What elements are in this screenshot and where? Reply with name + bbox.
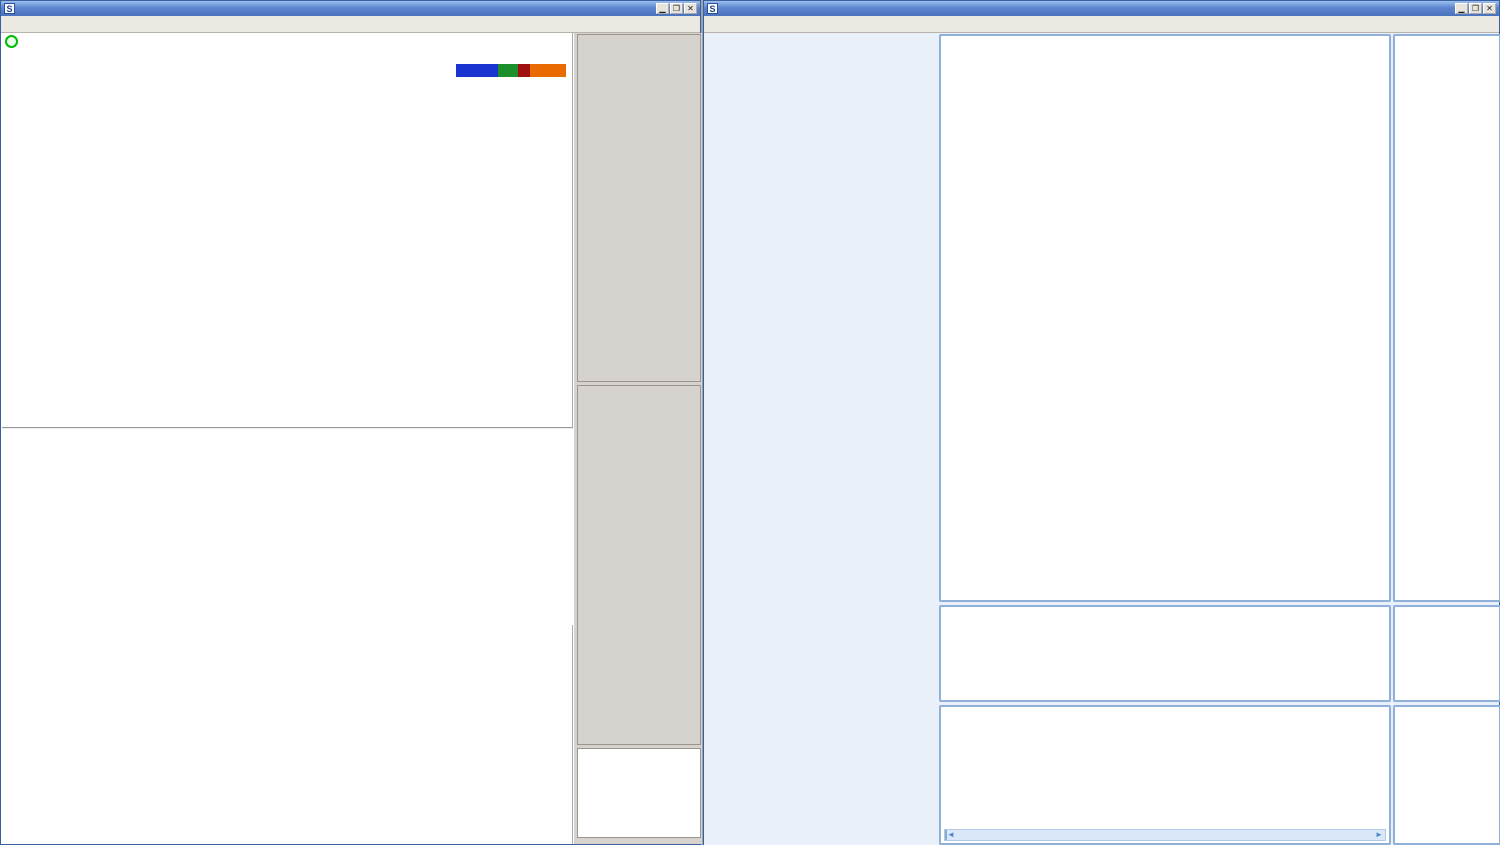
close-button[interactable]: ✕ [684, 3, 697, 14]
sview-window: S ▁ ❐ ✕ ◄ ► [703, 0, 1500, 845]
runtime-channel-list [577, 34, 701, 382]
egt-strip-panel[interactable] [939, 34, 1391, 602]
maximize-button[interactable]: ❐ [670, 3, 683, 14]
close-button[interactable]: ✕ [1483, 3, 1496, 14]
sview-app-icon: S [707, 3, 718, 14]
trim-2d-chart[interactable] [2, 429, 571, 625]
scrollbar-thumb[interactable] [945, 830, 947, 840]
trim-2d-frame [2, 427, 573, 625]
trim-3d-surface[interactable] [1, 79, 574, 425]
maximize-button[interactable]: ❐ [1469, 3, 1482, 14]
rpm-panel[interactable] [939, 605, 1391, 702]
colorbar-max [530, 64, 566, 77]
scal-window: S ▁ ❐ ✕ [0, 0, 702, 845]
fuel-channel-list [577, 385, 701, 745]
scal-menubar [1, 16, 700, 33]
scal-body [1, 33, 702, 844]
dltarg-chart[interactable] [941, 707, 1387, 825]
fuel-legend [1393, 705, 1500, 845]
egt-cursor-header [941, 36, 1389, 49]
sview-menubar [704, 16, 1499, 33]
minimize-button[interactable]: ▁ [1455, 3, 1468, 14]
scroll-left-arrow[interactable]: ◄ [947, 830, 955, 839]
sview-body: ◄ ► [704, 33, 1500, 845]
trim-colorbar [456, 64, 566, 77]
scal-app-icon: S [4, 3, 15, 14]
scal-titlebar[interactable]: S ▁ ❐ ✕ [1, 1, 700, 16]
scal-map-header [1, 33, 572, 79]
sview-titlebar[interactable]: S ▁ ❐ ✕ [704, 1, 1499, 16]
colorbar-min [456, 64, 498, 77]
cal-slot-badge [5, 35, 18, 48]
rpm-chart[interactable] [941, 607, 1387, 698]
scal-main-panel [1, 33, 574, 844]
rpm-legend [1393, 605, 1500, 702]
time-scrollbar[interactable]: ◄ ► [944, 829, 1386, 841]
empty-channel-box [577, 748, 701, 838]
scroll-right-arrow[interactable]: ► [1375, 830, 1383, 839]
dltarg-panel[interactable]: ◄ ► [939, 705, 1391, 845]
egt-legend [1393, 34, 1500, 602]
minimize-button[interactable]: ▁ [656, 3, 669, 14]
scal-channel-panel [576, 33, 702, 844]
